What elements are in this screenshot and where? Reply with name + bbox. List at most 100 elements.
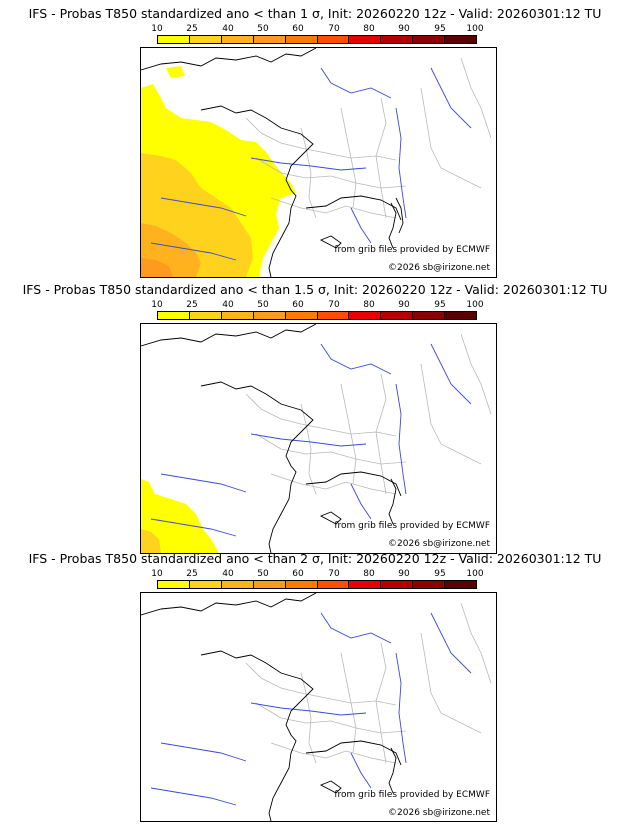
scale-labels: 10 25 40 50 60 70 80 90 95 100 <box>151 300 484 310</box>
river <box>320 612 392 644</box>
panel-title: IFS - Probas T850 standardized ano < tha… <box>28 6 602 21</box>
coastline <box>319 780 342 794</box>
coastline <box>388 478 397 525</box>
coastline <box>200 650 314 821</box>
color-scale-bar <box>157 580 477 589</box>
region-border <box>340 652 357 754</box>
panel-title: IFS - Probas T850 standardized ano < tha… <box>22 282 608 297</box>
scale-swatch <box>158 312 190 319</box>
probability-map: from grib files provided by ECMWF ©2026 … <box>140 592 497 822</box>
scale-label: 80 <box>363 24 375 34</box>
river <box>430 343 472 405</box>
coastline <box>319 235 342 249</box>
coastline <box>305 740 402 766</box>
region-border <box>460 57 492 139</box>
scale-swatch <box>381 36 414 43</box>
scale-label: 40 <box>222 569 234 579</box>
region-border <box>420 632 482 734</box>
scale-label: 70 <box>328 569 340 579</box>
scale-label: 60 <box>292 24 304 34</box>
scale-label: 40 <box>222 300 234 310</box>
prob-area-yellow <box>166 66 185 78</box>
scale-swatch <box>221 581 254 588</box>
scale-label: 80 <box>363 569 375 579</box>
scale-swatch <box>381 581 414 588</box>
scale-swatch <box>445 36 477 43</box>
copyright-credit: ©2026 sb@irizone.net <box>388 539 490 549</box>
region-border <box>300 127 317 219</box>
scale-label: 90 <box>398 24 410 34</box>
coastline <box>305 471 402 497</box>
scale-label: 50 <box>257 24 269 34</box>
region-border <box>340 107 357 209</box>
scale-label: 70 <box>328 300 340 310</box>
copyright-credit: ©2026 sb@irizone.net <box>388 808 490 818</box>
river <box>350 207 372 244</box>
region-border <box>270 197 397 219</box>
scale-label: 25 <box>186 24 198 34</box>
coastline <box>388 747 397 794</box>
scale-swatch <box>317 36 350 43</box>
scale-label: 90 <box>398 569 410 579</box>
scale-swatch <box>317 312 350 319</box>
scale-label: 25 <box>186 300 198 310</box>
scale-swatch <box>285 36 318 43</box>
river <box>430 612 472 674</box>
prob-area-yellow <box>141 479 219 553</box>
probability-map: from grib files provided by ECMWF ©2026 … <box>140 47 497 278</box>
map-drawing <box>141 593 492 821</box>
scale-label: 10 <box>151 24 163 34</box>
region-border <box>375 97 387 219</box>
scale-swatch <box>445 581 477 588</box>
coastline <box>141 48 317 71</box>
scale-swatch <box>221 312 254 319</box>
river <box>250 157 367 171</box>
region-border <box>270 473 397 495</box>
coastline <box>200 105 314 277</box>
scale-label: 10 <box>151 569 163 579</box>
scale-swatch <box>349 312 382 319</box>
scale-swatch <box>189 581 222 588</box>
river <box>160 197 247 217</box>
scale-swatch <box>349 581 382 588</box>
copyright-credit: ©2026 sb@irizone.net <box>388 263 490 273</box>
scale-label: 100 <box>466 569 484 579</box>
scale-swatch <box>413 36 446 43</box>
scale-swatch <box>221 36 254 43</box>
scale-label: 60 <box>292 569 304 579</box>
scale-label: 70 <box>328 24 340 34</box>
scale-label: 25 <box>186 569 198 579</box>
scale-label: 10 <box>151 300 163 310</box>
source-credit: from grib files provided by ECMWF <box>334 790 490 800</box>
scale-swatch <box>189 312 222 319</box>
coastline <box>141 324 317 347</box>
color-scale-bar <box>157 311 477 320</box>
scale-label: 90 <box>398 300 410 310</box>
region-border <box>245 117 397 161</box>
coastline <box>319 511 342 525</box>
scale-label: 95 <box>434 300 446 310</box>
river <box>395 107 407 219</box>
river <box>350 483 372 520</box>
coastline <box>388 202 397 249</box>
scale-swatch <box>413 312 446 319</box>
scale-swatch <box>253 581 286 588</box>
river <box>250 433 367 447</box>
scale-label: 100 <box>466 300 484 310</box>
scale-swatch <box>381 312 414 319</box>
scale-swatch <box>285 312 318 319</box>
map-panel-1: IFS - Probas T850 standardized ano < tha… <box>0 0 630 278</box>
region-border <box>460 333 492 415</box>
region-border <box>375 373 387 495</box>
region-border <box>245 662 397 706</box>
coastline <box>395 197 404 234</box>
river <box>160 742 247 762</box>
scale-swatch <box>189 36 222 43</box>
region-border <box>420 363 482 465</box>
coastline <box>305 195 402 221</box>
map-drawing <box>141 48 492 277</box>
scale-swatch <box>253 36 286 43</box>
scale-label: 40 <box>222 24 234 34</box>
region-border <box>375 642 387 764</box>
scale-swatch <box>158 581 190 588</box>
